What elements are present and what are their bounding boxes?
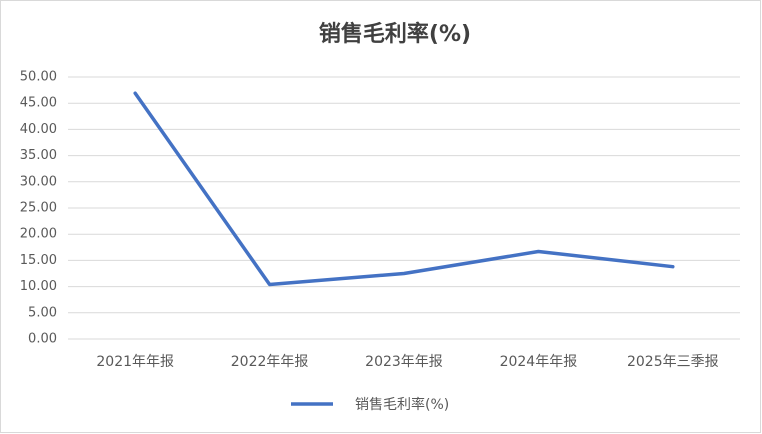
line-series: [133, 91, 675, 287]
y-tick-label: 50.00: [20, 70, 57, 85]
x-tick-label: 2025年三季报: [627, 354, 719, 370]
y-tick-label: 5.00: [28, 305, 57, 320]
y-tick-label: 20.00: [20, 227, 57, 242]
y-tick-label: 30.00: [20, 174, 57, 189]
y-tick-label: 40.00: [20, 122, 57, 137]
x-tick-label: 2024年年报: [500, 354, 578, 370]
y-tick-label: 0.00: [28, 332, 57, 347]
y-tick-label: 45.00: [20, 96, 57, 111]
y-tick-label: 15.00: [20, 253, 57, 268]
y-tick-label: 35.00: [20, 148, 57, 163]
y-tick-label: 10.00: [20, 279, 57, 294]
x-tick-label: 2023年年报: [365, 354, 443, 370]
legend-label: 销售毛利率(%): [355, 396, 449, 413]
y-tick-label: 25.00: [20, 201, 57, 216]
x-tick-label: 2022年年报: [231, 354, 309, 370]
x-tick-label: 2021年年报: [96, 354, 174, 370]
chart-title: 销售毛利率(%): [319, 21, 471, 47]
